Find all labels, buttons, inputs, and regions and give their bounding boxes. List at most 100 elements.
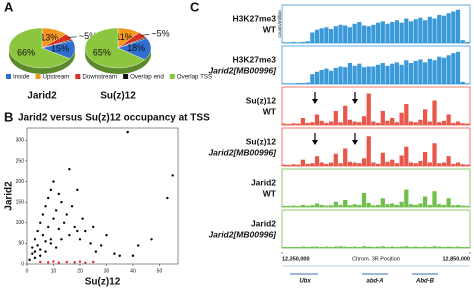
track-bar	[366, 93, 371, 125]
pie-slice	[8, 27, 71, 69]
track-bar	[286, 83, 291, 84]
track-frame	[281, 86, 471, 126]
track-bar	[333, 153, 338, 166]
point	[73, 261, 76, 264]
point	[166, 196, 169, 200]
track-bar	[314, 246, 320, 248]
pie-label: 66%	[17, 48, 35, 58]
track-bar	[460, 164, 465, 166]
legend-swatch	[123, 74, 129, 79]
track-bar	[399, 201, 404, 207]
y-tick-label: 200	[16, 179, 25, 185]
track-bar	[343, 105, 348, 125]
track-bar	[376, 22, 381, 43]
track-bar	[404, 18, 409, 43]
x-tick-label: 40	[130, 268, 136, 274]
x-tick-label: 50	[157, 268, 163, 274]
track-bar	[338, 24, 343, 43]
track-bar	[455, 9, 461, 43]
track-bar	[319, 28, 324, 43]
point	[70, 205, 74, 208]
track-bar	[338, 163, 343, 166]
point	[39, 221, 42, 224]
track-bar	[361, 67, 367, 84]
track-bar	[460, 205, 465, 207]
track-name: Su(z)12	[246, 95, 277, 105]
track-bar	[319, 246, 324, 248]
point	[36, 229, 39, 233]
pie-label: 15%	[51, 43, 69, 53]
track-bar	[282, 83, 287, 84]
track-bar	[371, 24, 376, 43]
track-bar	[300, 246, 306, 248]
y-tick-label: 250	[16, 158, 25, 164]
track-bar	[441, 57, 447, 84]
track-bar	[455, 51, 461, 84]
track-bar	[366, 202, 371, 207]
track-bar	[427, 121, 432, 125]
track-bar	[347, 205, 353, 207]
track-bar	[455, 246, 461, 248]
track-bar	[423, 196, 428, 207]
track-bar	[423, 152, 428, 166]
track-bar	[418, 17, 423, 43]
track-bar	[446, 55, 451, 84]
track-bar	[427, 58, 432, 84]
point	[44, 205, 47, 208]
track-bar	[300, 41, 306, 43]
track-bar	[286, 205, 291, 207]
point	[78, 260, 82, 263]
track-bar	[394, 204, 400, 207]
track-bar	[333, 201, 338, 207]
track-bar	[343, 246, 348, 248]
track-bar	[300, 82, 306, 84]
point	[65, 260, 68, 264]
track-bar	[282, 42, 287, 43]
track-bar	[357, 163, 362, 166]
track-bar	[399, 22, 404, 43]
track-bar	[333, 67, 338, 84]
track-bar	[451, 11, 456, 43]
track-bar	[385, 120, 390, 125]
point	[41, 213, 45, 216]
legend-label: Upstream	[43, 74, 70, 81]
track-bar	[333, 111, 338, 125]
track-bar	[451, 246, 456, 248]
track-bar	[300, 204, 306, 207]
track-bar	[296, 123, 301, 125]
y-tick-label: 100	[16, 220, 25, 226]
track-bar	[329, 246, 334, 248]
point	[49, 188, 53, 192]
track-bar	[427, 204, 432, 207]
arrow-head	[352, 140, 358, 145]
legend-label: Overlap TSS	[177, 74, 212, 81]
point	[31, 246, 34, 249]
track-bar	[291, 123, 296, 125]
arrow-head	[312, 99, 318, 104]
track-bar	[352, 246, 357, 248]
track-bar	[390, 63, 395, 84]
track-bar	[399, 155, 404, 166]
track-bar	[432, 18, 437, 43]
point	[76, 188, 79, 192]
y-tick-label: 300	[16, 138, 25, 144]
track-bar	[329, 121, 334, 125]
track-bar	[352, 121, 357, 125]
track-bar	[333, 246, 338, 248]
track-bar	[296, 42, 301, 43]
track-bar	[291, 164, 296, 166]
track-genotype: Jarid2[MB00996]	[208, 229, 277, 239]
point	[150, 238, 153, 241]
track-bar	[296, 164, 301, 166]
track-bar	[338, 204, 343, 207]
track-name: H3K27me3	[233, 13, 277, 23]
track-bar	[394, 163, 400, 166]
track-bar	[446, 156, 451, 166]
track-bar	[314, 156, 320, 166]
track-bar	[404, 246, 409, 248]
track-bar	[465, 164, 470, 166]
track-bar	[310, 32, 315, 43]
track-bar	[324, 246, 329, 248]
track-bar	[413, 163, 418, 166]
track-bar	[432, 60, 437, 84]
